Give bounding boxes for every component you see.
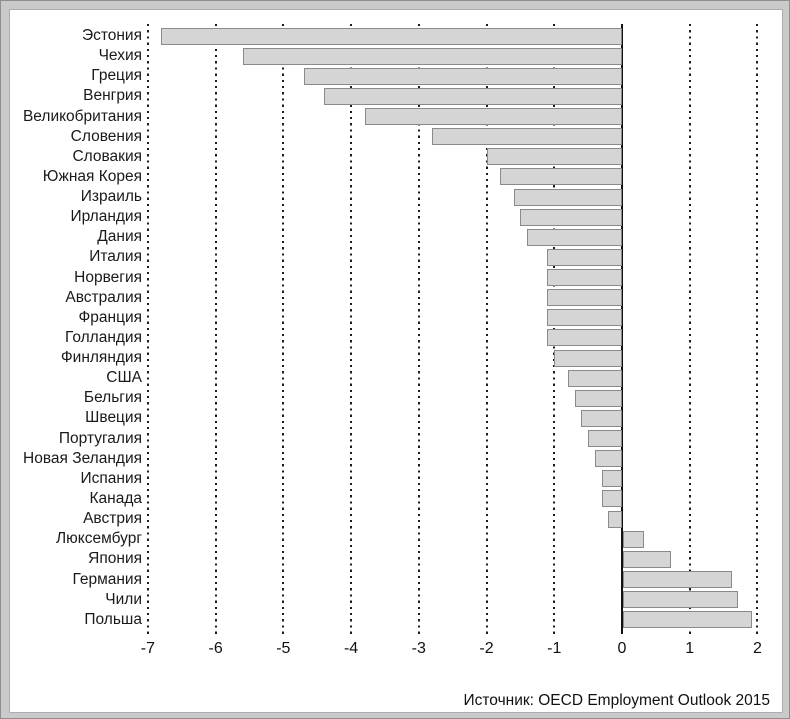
bar: [608, 510, 622, 528]
bar: [623, 611, 752, 629]
bar: [547, 248, 622, 266]
bar: [601, 490, 622, 508]
category-label: Дания: [97, 228, 142, 246]
bar: [527, 228, 622, 246]
category-label: Ирландия: [70, 208, 142, 226]
category-label: Великобритания: [22, 107, 142, 125]
category-label: Испания: [80, 469, 142, 487]
category-label: Люксембург: [56, 530, 142, 548]
bar: [623, 591, 739, 609]
bar: [601, 470, 622, 488]
bar: [588, 430, 622, 448]
gridline: [485, 24, 488, 634]
category-label: Словакия: [72, 147, 142, 165]
bar: [567, 369, 622, 387]
x-tick-label: -4: [343, 640, 359, 657]
gridline: [146, 24, 149, 634]
bar: [323, 87, 622, 105]
bar: [547, 269, 622, 287]
bar-chart: -7 -6 -5 -4 -3 -2 -1 0 1 2 Эстония Чехия Греция Венгр…: [10, 10, 782, 712]
bar: [547, 289, 622, 307]
bar: [432, 128, 622, 146]
bar: [520, 208, 622, 226]
category-label: Япония: [88, 550, 142, 568]
category-label: Швеция: [85, 409, 142, 427]
bar: [486, 148, 622, 166]
gridline: [756, 24, 759, 634]
bar: [574, 389, 622, 407]
category-label: Чехия: [98, 47, 142, 65]
bar: [547, 309, 622, 327]
category-label: США: [106, 369, 142, 387]
zero-axis-line: [620, 24, 624, 634]
bar: [554, 349, 622, 367]
bar: [242, 47, 622, 65]
category-label: Эстония: [81, 27, 142, 44]
category-label: Венгрия: [83, 87, 142, 105]
category-label: Греция: [91, 67, 142, 85]
chart-panel: -7 -6 -5 -4 -3 -2 -1 0 1 2 Эстония Чехия Греция Венгр…: [9, 9, 783, 713]
category-label: Голландия: [64, 328, 142, 346]
gridline: [350, 24, 353, 634]
category-label: Чили: [105, 590, 142, 608]
gridline: [417, 24, 420, 634]
gridline: [553, 24, 556, 634]
gridline: [282, 24, 285, 634]
category-label: Италия: [89, 248, 142, 266]
x-tick-label: -1: [547, 640, 562, 657]
x-tick-label: -7: [140, 640, 155, 657]
category-label: Австрия: [83, 510, 142, 528]
category-label: Австралия: [65, 288, 142, 306]
bar: [303, 67, 622, 85]
bar: [623, 571, 732, 588]
category-label: Франция: [78, 308, 142, 326]
gridline: [688, 24, 691, 634]
bar: [161, 27, 622, 45]
category-label: Новая Зеландия: [23, 449, 142, 467]
x-tick-label: -2: [479, 640, 494, 657]
bar: [513, 188, 622, 206]
source-note: Источник: OECD Employment Outlook 2015: [463, 692, 770, 709]
category-label: Португалия: [58, 429, 142, 447]
category-label: Бельгия: [83, 389, 142, 407]
x-tick-label: -5: [276, 640, 291, 657]
x-tick-label: 1: [685, 640, 695, 657]
category-label: Польша: [84, 610, 142, 628]
x-tick-label: -6: [208, 640, 223, 657]
category-label: Норвегия: [74, 268, 142, 286]
x-tick-label: 2: [753, 640, 762, 657]
category-label: Словения: [70, 127, 142, 145]
category-label: Канада: [89, 489, 143, 507]
bar: [594, 450, 622, 468]
bar: [623, 550, 671, 568]
x-tick-label: 0: [617, 640, 627, 657]
bar: [547, 329, 622, 347]
category-label: Южная Корея: [42, 167, 142, 185]
bar: [500, 168, 622, 186]
category-label: Израиль: [80, 188, 142, 206]
category-label: Германия: [72, 570, 143, 588]
bar: [623, 530, 644, 548]
bar: [364, 108, 622, 126]
gridline: [214, 24, 217, 634]
bar: [581, 409, 622, 427]
x-tick-label: -3: [411, 640, 426, 657]
category-label: Финляндия: [60, 349, 142, 367]
